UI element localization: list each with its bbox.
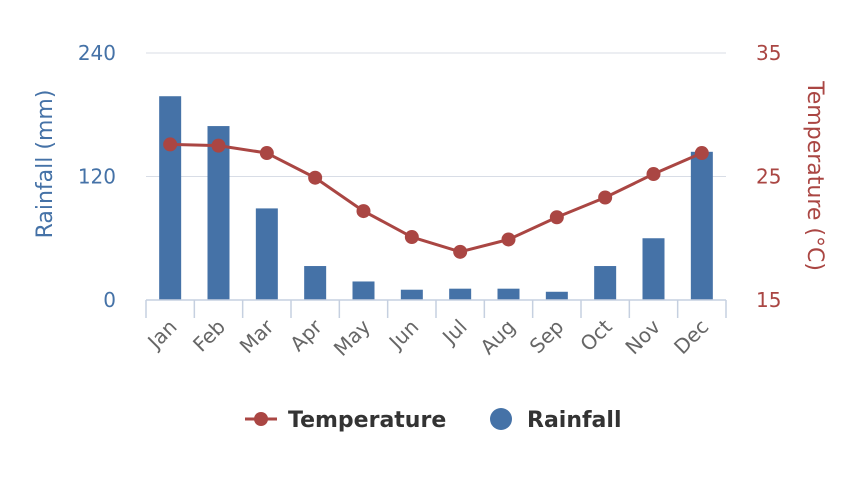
legend[interactable]: Temperature Rainfall (245, 408, 622, 433)
left-axis-tick-label: 240 (78, 41, 116, 65)
bar-rainfall-aug (497, 288, 520, 300)
legend-temperature-label: Temperature (288, 408, 446, 433)
point-temperature-sep (549, 210, 564, 225)
point-temperature-dec (694, 146, 709, 161)
right-axis-ticks: 15 25 35 (756, 41, 781, 312)
point-temperature-jun (404, 230, 419, 245)
bar-rainfall-may (352, 281, 375, 300)
x-tick-label-sep: Sep (525, 315, 569, 359)
x-axis-ticks: Jan Feb Mar Apr May Jun Jul Aug Sep Oct Nov Dec (142, 314, 714, 361)
bar-rainfall-apr (304, 266, 327, 300)
left-axis-ticks: 0 120 240 (78, 41, 116, 312)
bar-rainfall-mar (255, 208, 278, 300)
legend-rainfall-label: Rainfall (527, 408, 622, 433)
bar-rainfall-jul (449, 288, 472, 300)
bar-rainfall-nov (642, 238, 665, 300)
x-tick-label-may: May (329, 314, 375, 360)
x-tick-label-jul: Jul (436, 315, 471, 350)
legend-item-rainfall[interactable]: Rainfall (490, 408, 622, 433)
right-axis-title: Temperature (°C) (802, 80, 827, 271)
gridlines (146, 52, 726, 177)
x-tick-label-nov: Nov (620, 314, 665, 359)
legend-temperature-marker (254, 412, 268, 426)
bar-rainfall-sep (545, 291, 568, 300)
temperature-series-line (170, 142, 703, 254)
left-axis-tick-label: 0 (103, 288, 116, 312)
legend-rainfall-marker (490, 408, 512, 430)
right-axis-tick-label: 35 (756, 41, 781, 65)
point-temperature-apr (308, 170, 323, 185)
point-temperature-oct (598, 190, 613, 205)
axes (145, 299, 727, 318)
x-tick-label-apr: Apr (285, 314, 327, 356)
point-temperature-jan (163, 137, 178, 152)
bar-rainfall-oct (594, 266, 617, 300)
legend-item-temperature[interactable]: Temperature (245, 408, 446, 433)
x-tick-label-jun: Jun (383, 315, 423, 355)
bar-rainfall-feb (207, 126, 230, 300)
rainfall-bars (159, 96, 713, 300)
point-temperature-jul (453, 244, 468, 259)
point-temperature-nov (646, 167, 661, 182)
temperature-line (163, 137, 709, 259)
point-temperature-may (356, 204, 371, 219)
bar-rainfall-jun (400, 289, 423, 300)
point-temperature-aug (501, 232, 516, 247)
point-temperature-feb (211, 138, 226, 153)
left-axis-tick-label: 120 (78, 165, 116, 189)
x-tick-label-jan: Jan (142, 315, 182, 355)
right-axis-tick-label: 15 (756, 288, 781, 312)
bar-rainfall-jan (159, 96, 182, 300)
x-tick-label-aug: Aug (475, 315, 520, 360)
right-axis-tick-label: 25 (756, 165, 781, 189)
left-axis-title: Rainfall (mm) (33, 90, 58, 239)
x-tick-label-mar: Mar (235, 314, 279, 358)
x-tick-label-feb: Feb (188, 315, 230, 357)
x-tick-label-dec: Dec (669, 315, 713, 359)
bar-rainfall-dec (690, 151, 713, 300)
point-temperature-mar (259, 146, 274, 161)
x-tick-label-oct: Oct (575, 314, 617, 356)
